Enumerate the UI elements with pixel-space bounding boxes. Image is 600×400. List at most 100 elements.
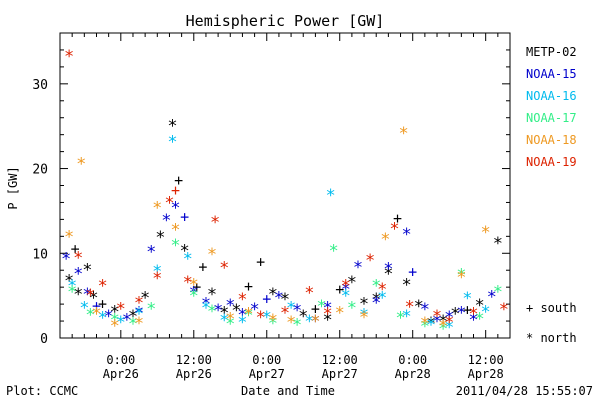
data-point: * [256,308,266,328]
data-point: * [456,304,466,324]
data-point: * [359,308,369,328]
data-point: * [286,313,296,333]
data-point: * [213,301,223,321]
y-tick-label: 10 [32,247,48,262]
data-point: * [79,299,89,319]
data-point: * [341,280,351,300]
data-point: + [256,253,265,271]
x-axis-ticks: 0:00Apr2612:00Apr260:00Apr2712:00Apr270:… [59,33,511,381]
data-point: * [73,285,83,305]
data-point: * [61,249,71,269]
data-point: + [198,258,207,276]
data-point: + [192,278,201,296]
data-point: * [325,186,335,206]
data-point: * [67,282,77,302]
data-point: * [268,285,278,305]
data-point: * [322,310,332,330]
data-point: * [462,289,472,309]
data-point: * [341,276,351,296]
data-point: * [468,310,478,330]
data-point: * [398,124,408,144]
data-point: * [219,311,229,331]
data-point: * [371,276,381,296]
data-point: * [170,199,180,219]
data-point: * [359,305,369,325]
data-point: * [64,271,74,291]
data-point: * [225,296,235,316]
data-point: * [167,116,177,136]
data-point: * [219,259,229,279]
data-point: * [167,132,177,152]
data-point: * [420,314,430,334]
data-point: * [88,288,98,308]
data-point: * [243,304,253,324]
data-point: + [174,171,183,189]
data-point: * [116,299,126,319]
data-point: * [329,242,339,262]
data-point: * [76,154,86,174]
data-point: * [189,283,199,303]
data-point: * [97,309,107,329]
data-point: * [487,287,497,307]
legend-entry: NOAA-18 [526,133,577,147]
data-point: * [189,287,199,307]
data-point: * [67,276,77,296]
data-point: + [311,300,320,318]
data-point: * [210,213,220,233]
legend-entry: NOAA-15 [526,67,577,81]
data-point: * [481,223,491,243]
data-point: * [201,299,211,319]
x-tick-date-label: Apr26 [176,367,212,381]
data-point: * [359,294,369,314]
data-point: * [401,307,411,327]
data-point: * [110,303,120,323]
x-axis-label: Date and Time [241,384,335,398]
data-point: * [180,242,190,262]
marker-legend-entry: * north [526,331,577,345]
data-point: * [292,301,302,321]
x-tick-date-label: Apr28 [468,367,504,381]
y-axis-ticks: 0 10 20 30 [32,32,510,347]
data-point: * [170,236,180,256]
data-point: * [280,290,290,310]
data-point: * [426,314,436,334]
data-point: * [377,280,387,300]
data-point: * [347,273,357,293]
data-points: *+*** + * ****+*++** *++* ** +*+ ** **+*** * * + ***… [61,47,509,340]
data-point: * [310,312,320,332]
x-tick-date-label: Apr26 [103,367,139,381]
data-point: * [322,304,332,324]
data-point: * [438,316,448,336]
data-point: * [310,312,320,332]
data-point: * [432,307,442,327]
data-point: * [401,225,411,245]
data-point: * [444,318,454,338]
data-point: * [237,313,247,333]
data-point: * [146,299,156,319]
data-point: * [225,315,235,335]
data-point: * [262,308,272,328]
data-point: * [444,313,454,333]
data-point: * [335,304,345,324]
data-point: + [92,297,101,315]
data-point: * [322,299,332,319]
legend-entry: NOAA-16 [526,89,577,103]
data-point: + [408,263,417,281]
data-point: * [110,310,120,330]
data-point: * [438,312,448,332]
data-point: * [134,293,144,313]
x-tick-date-label: Apr27 [249,367,285,381]
plot-timestamp: 2011/04/28 15:55:07 [456,384,593,398]
marker-legend: + south * north [526,301,577,345]
data-point: * [371,293,381,313]
data-point: * [82,260,92,280]
data-point: * [274,288,284,308]
data-point: * [134,304,144,324]
x-tick-label: 12:00 [322,353,358,367]
data-point: * [207,245,217,265]
data-point: * [97,276,107,296]
data-point: * [64,47,74,67]
legend-entry: METP-02 [526,45,577,59]
data-point: * [183,249,193,269]
